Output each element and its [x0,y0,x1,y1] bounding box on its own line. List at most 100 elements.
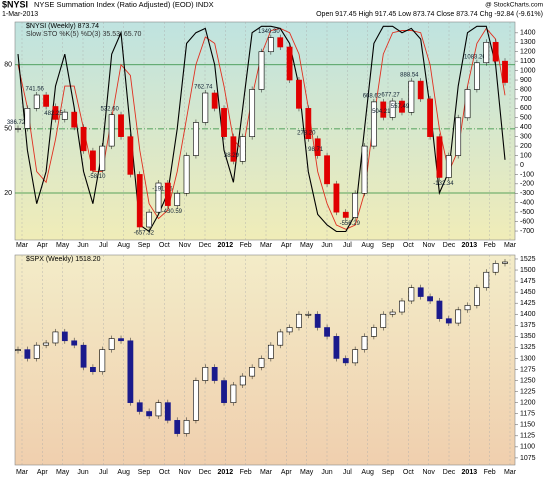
candle [352,349,359,364]
candle [455,117,462,156]
value-label: 888.54 [400,73,419,79]
candle [370,101,377,147]
y-tick-label: 1400 [520,30,536,37]
candle [61,111,68,120]
stochastic-line [17,25,506,233]
y-tick-label: 800 [520,86,532,93]
candle [436,300,443,319]
x-tick-label: Apr [281,469,293,476]
x-tick-label: Jun [321,242,332,249]
candle [483,41,490,64]
candle [108,114,115,147]
candle [155,402,162,417]
y-tick-label: 1075 [520,455,536,462]
candle [43,342,49,346]
y-tick-label: 1275 [520,366,536,373]
candle [174,420,181,434]
y-tick-label: 600 [520,105,532,112]
y-tick-label: 1000 [520,67,536,74]
x-tick-label: Mar [16,469,29,476]
x-tick-label: Jul [343,469,352,476]
candle [71,111,78,128]
y-tick-label: 1375 [520,322,536,329]
x-tick-label: Dec [199,242,212,249]
value-label: 1083.26 [464,54,486,60]
candle [427,296,433,302]
candle [43,94,49,107]
candle [267,37,274,53]
panel-bottom [14,254,516,466]
value-label: -430.59 [162,209,183,215]
candle [239,375,246,386]
candle [436,136,443,178]
candle [408,287,415,302]
value-label: -657.32 [134,231,155,237]
x-tick-label: Jul [99,469,108,476]
candle [342,358,349,364]
y-tick-label: 1150 [520,422,535,429]
y-tick-label: -100 [520,171,534,178]
y-tick-label: 1200 [520,49,536,56]
candle [15,128,21,130]
candle [333,336,340,359]
candle [277,37,284,48]
y-tick-label: 1300 [520,355,536,362]
candle [52,106,59,120]
x-tick-label: Nov [422,469,435,476]
candle [408,80,415,113]
value-label: 38.29 [224,153,240,159]
symbol: $NYSI [2,0,28,9]
candle [183,420,190,434]
x-tick-label: 2013 [462,469,478,476]
y-tick-label: 200 [520,143,532,150]
x-tick-label: Oct [403,469,414,476]
title: NYSE Summation Index (Ratio Adjusted) (E… [34,0,214,9]
y2-tick-label: 80 [4,62,12,69]
candle [492,263,499,273]
x-tick-label: Jun [321,469,332,476]
candle [361,145,368,194]
candle [174,192,181,206]
y-tick-label: 1250 [520,377,536,384]
candle [445,155,452,178]
candle [136,402,143,412]
candle [324,155,330,185]
candle [33,94,40,109]
candle [380,101,387,118]
x-tick-label: Dec [199,469,212,476]
value-label: -58.10 [88,174,106,180]
value-label: 482.25 [44,111,63,117]
y-tick-label: 1175 [520,411,535,418]
x-tick-label: Feb [484,242,496,249]
x-tick-label: Mar [260,242,273,249]
y-tick-label: -300 [520,190,534,197]
x-tick-label: Nov [422,242,435,249]
x-tick-label: Mar [504,242,517,249]
candle [464,89,471,119]
candle [61,331,68,342]
candle [342,211,349,218]
candle [249,89,256,137]
candle [71,340,78,346]
candle [108,338,115,350]
candle [296,79,302,109]
candle [24,108,31,129]
date: 1-Mar-2013 [2,11,38,18]
candle [277,331,284,346]
y-tick-label: 1200 [520,400,536,407]
x-tick-label: Mar [504,469,517,476]
candle [80,344,87,368]
x-tick-label: 2012 [218,242,234,249]
candle [90,366,96,373]
y-tick-label: 100 [520,152,532,159]
candle [202,366,209,381]
candle [202,92,209,123]
x-tick-label: Sep [382,469,395,476]
y-tick-label: 1100 [520,444,535,451]
value-label: 668.62 [363,93,382,99]
candle [455,309,462,324]
candle [427,98,433,137]
y-tick-label: 1500 [520,267,536,274]
